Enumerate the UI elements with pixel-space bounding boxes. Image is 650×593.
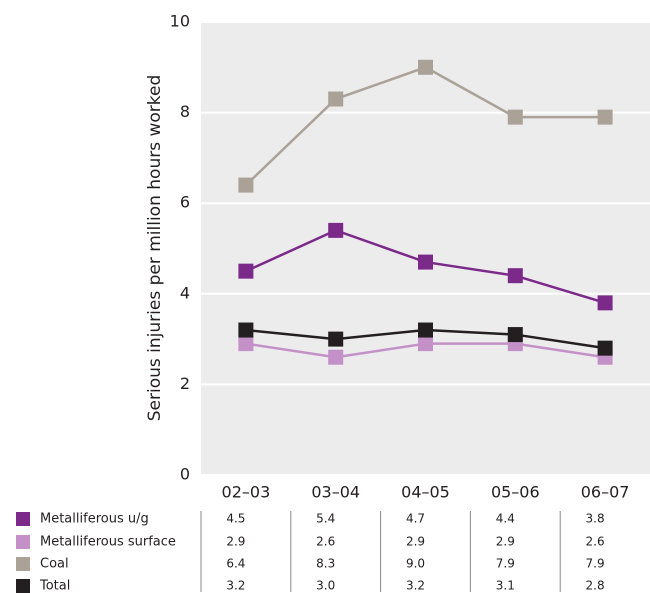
legend-label: Metalliferous u/g	[40, 512, 149, 527]
y-tick-label: 10	[170, 12, 190, 31]
table-value: 2.6	[316, 535, 335, 549]
data-point	[238, 177, 254, 193]
table-value: 2.6	[586, 535, 605, 549]
table-value: 2.9	[406, 535, 425, 549]
y-tick-label: 4	[180, 283, 190, 302]
data-point	[507, 109, 523, 125]
table-value: 2.9	[496, 535, 515, 549]
legend-label: Metalliferous surface	[40, 535, 176, 550]
table-value: 3.8	[586, 512, 605, 526]
data-point	[328, 222, 344, 238]
table-value: 8.3	[316, 557, 335, 571]
table-value: 5.4	[316, 512, 335, 526]
table-value: 9.0	[406, 557, 425, 571]
table-value: 4.7	[406, 512, 425, 526]
legend-swatch	[16, 579, 30, 593]
legend-label: Coal	[40, 557, 69, 572]
data-point	[597, 340, 613, 356]
x-tick-label: 02–03	[222, 483, 271, 502]
data-point	[507, 268, 523, 284]
table-value: 3.0	[316, 579, 335, 593]
table-value: 3.2	[226, 579, 245, 593]
y-tick-label: 2	[180, 374, 190, 393]
x-tick-label: 03–04	[311, 483, 360, 502]
table-value: 3.2	[406, 579, 425, 593]
data-point	[418, 322, 433, 338]
data-point	[418, 254, 433, 270]
data-point	[238, 263, 254, 279]
data-point	[238, 322, 254, 338]
y-axis-label: Serious injuries per million hours worke…	[145, 75, 165, 421]
legend-swatch	[16, 557, 30, 571]
data-point	[418, 336, 433, 352]
table-value: 4.5	[226, 512, 245, 526]
data-point	[328, 331, 344, 347]
data-point	[418, 59, 433, 75]
legend-label: Total	[39, 579, 70, 593]
data-point	[507, 327, 523, 343]
data-point	[328, 349, 344, 365]
table-value: 3.1	[496, 579, 515, 593]
data-point	[597, 109, 613, 125]
table-value: 2.9	[226, 535, 245, 549]
table-value: 6.4	[226, 557, 245, 571]
data-point	[328, 91, 344, 107]
table-value: 7.9	[496, 557, 515, 571]
y-tick-label: 8	[180, 102, 190, 121]
table-value: 2.8	[586, 579, 605, 593]
legend-swatch	[16, 535, 30, 549]
table-value: 4.4	[496, 512, 515, 526]
y-tick-label: 6	[180, 193, 190, 212]
x-tick-label: 06–07	[581, 483, 630, 502]
y-tick-label: 0	[180, 465, 190, 484]
x-tick-label: 04–05	[401, 483, 450, 502]
data-point	[238, 336, 254, 352]
plot-area	[201, 22, 650, 475]
table-value: 7.9	[586, 557, 605, 571]
legend-swatch	[16, 512, 30, 526]
data-point	[597, 295, 613, 311]
x-tick-label: 05–06	[491, 483, 540, 502]
